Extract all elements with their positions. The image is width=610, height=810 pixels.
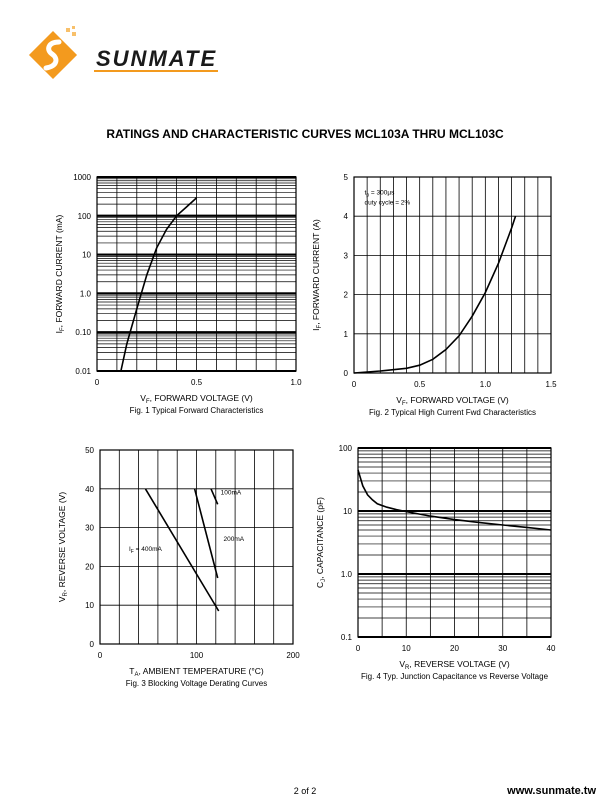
series-line-200ma [193, 488, 219, 579]
plot-frame [353, 176, 552, 374]
x-axis-label: VF, FORWARD VOLTAGE (V) [140, 393, 253, 405]
x-tick-label: 0 [98, 651, 103, 660]
y-tick-label: 0.1 [341, 633, 353, 642]
plot-frame [99, 449, 294, 645]
x-tick-label: 10 [402, 644, 411, 653]
x-tick-label: 200 [286, 651, 300, 660]
x-tick-label: 100 [190, 651, 204, 660]
y-tick-label: 1.0 [341, 570, 353, 579]
y-axis-label: CJ, CAPACITANCE (pF) [315, 497, 327, 588]
y-tick-label: 0 [344, 369, 349, 378]
plot-frame [96, 176, 297, 372]
y-tick-label: 0.01 [75, 367, 91, 376]
y-tick-label: 1.0 [80, 289, 92, 298]
x-tick-label: 1.0 [480, 380, 492, 389]
y-axis-label: IF, FORWARD CURRENT (A) [311, 219, 323, 331]
figure-caption: Fig. 1 Typical Forward Characteristics [130, 406, 264, 415]
series-line-0 [357, 469, 552, 531]
y-tick-label: 100 [339, 444, 353, 453]
y-axis-label: VR, REVERSE VOLTAGE (V) [57, 492, 69, 602]
annotation-label: duty cycle = 2% [365, 199, 411, 206]
plot-frame [357, 447, 552, 638]
figure-caption: Fig. 2 Typical High Current Fwd Characte… [369, 408, 536, 417]
y-tick-label: 10 [82, 251, 91, 260]
y-tick-label: 20 [85, 562, 94, 571]
x-axis-label: VF, FORWARD VOLTAGE (V) [396, 395, 509, 407]
y-tick-label: 4 [344, 212, 349, 221]
x-tick-label: 0 [352, 380, 357, 389]
y-axis-label: IF, FORWARD CURRENT (mA) [54, 214, 66, 333]
chart-fig1: 0 0.5 1.0 0.01 0.10 1.0 10 100 1000 VF, FORWARD V… [54, 173, 302, 415]
series-line-400ma [144, 488, 220, 612]
y-tick-label: 2 [344, 291, 349, 300]
y-tick-label: 0 [90, 640, 95, 649]
sunmate-logo: SUNMATE [28, 26, 218, 80]
x-tick-label: 0.5 [191, 378, 203, 387]
y-tick-label: 30 [85, 524, 94, 533]
x-tick-label: 40 [547, 644, 556, 653]
chart-fig4: 0 10 20 30 40 0.1 1.0 10 100 VR, REVERSE VOLTAGE … [315, 444, 556, 681]
x-tick-label: 30 [498, 644, 507, 653]
page-number: 2 of 2 [293, 786, 317, 796]
annotation-label: 100mA [221, 490, 242, 497]
y-tick-label: 1000 [73, 173, 91, 182]
x-tick-label: 0.5 [414, 380, 426, 389]
x-axis-label: TA, AMBIENT TEMPERATURE (°C) [129, 666, 264, 678]
figure-caption: Fig. 4 Typ. Junction Capacitance vs Reve… [361, 672, 549, 681]
x-axis-label: VR, REVERSE VOLTAGE (V) [399, 659, 509, 671]
series-line-0 [353, 215, 517, 374]
y-tick-label: 40 [85, 485, 94, 494]
y-tick-label: 50 [85, 446, 94, 455]
logo-wordmark: SUNMATE [96, 46, 217, 71]
annotation-label: 200mA [224, 536, 245, 543]
x-tick-label: 0 [356, 644, 361, 653]
y-tick-label: 5 [344, 173, 349, 182]
y-tick-label: 100 [78, 212, 92, 221]
chart-fig3: 0 100 200 0 10 20 30 40 50 100mA 200mA IF = 400mA TA… [57, 446, 300, 688]
x-tick-label: 1.5 [545, 380, 557, 389]
y-tick-label: 3 [344, 251, 349, 260]
annotation-label: tp = 300µs [365, 190, 396, 199]
figure-caption: Fig. 3 Blocking Voltage Derating Curves [126, 679, 267, 688]
series-line-0 [120, 197, 198, 372]
site-url[interactable]: www.sunmate.tw [507, 785, 596, 797]
x-tick-label: 0 [95, 378, 100, 387]
y-tick-label: 1 [344, 330, 349, 339]
x-tick-label: 1.0 [290, 378, 302, 387]
y-tick-label: 0.10 [75, 328, 91, 337]
y-tick-label: 10 [85, 601, 94, 610]
x-tick-label: 20 [450, 644, 459, 653]
annotation-label: IF = 400mA [129, 546, 163, 555]
y-tick-label: 10 [343, 507, 352, 516]
series-line-100ma [210, 488, 219, 505]
page-title: RATINGS AND CHARACTERISTIC CURVES MCL103… [106, 127, 504, 141]
